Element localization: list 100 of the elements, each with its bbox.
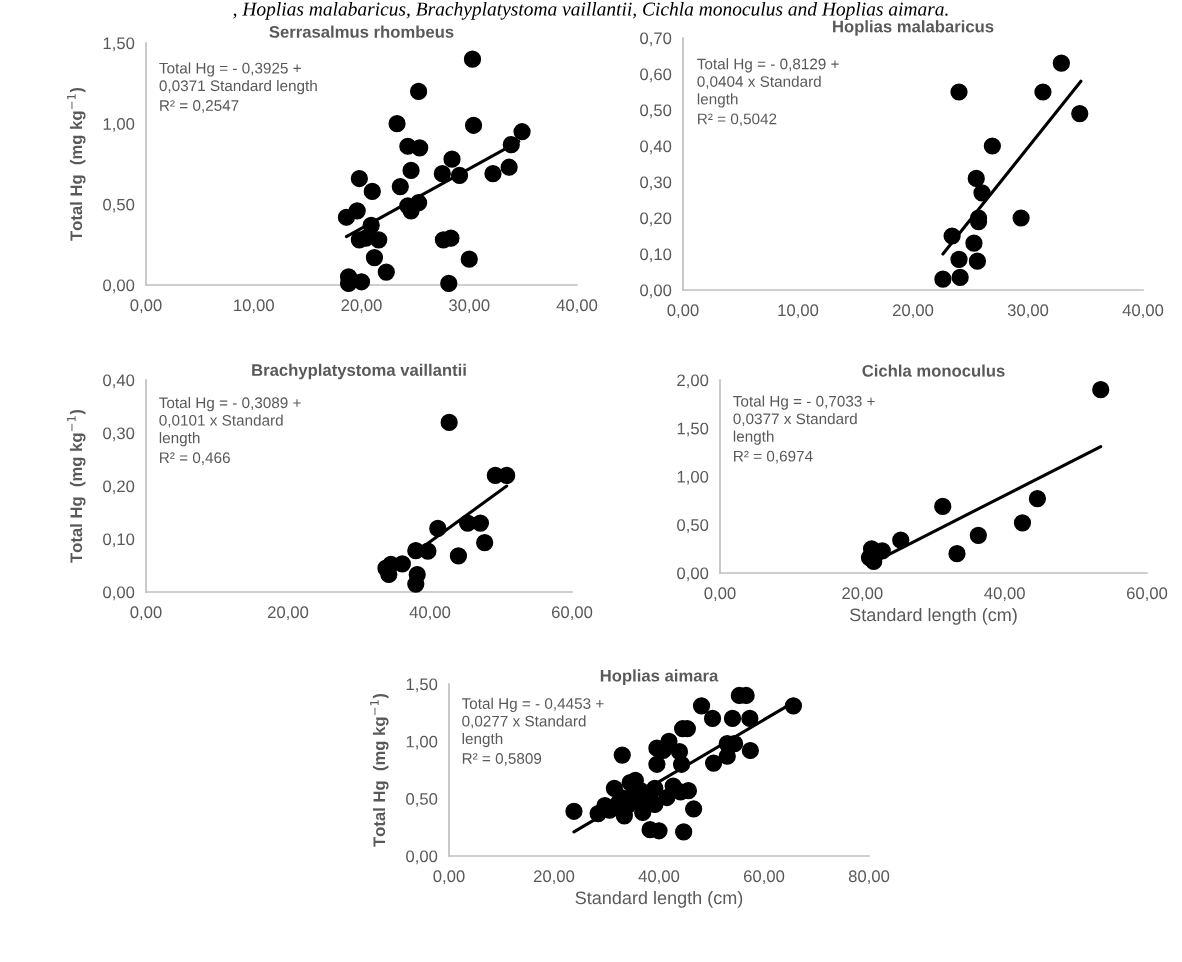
point — [968, 252, 987, 270]
point — [943, 227, 961, 245]
x-tick-label: 10,00 — [778, 304, 819, 319]
x-tick-label: 40,00 — [556, 299, 598, 314]
x-tick-label: 20,00 — [533, 870, 575, 885]
point — [463, 50, 482, 68]
point — [500, 158, 518, 176]
annotation: R² = 0,466 — [160, 452, 230, 465]
point — [703, 709, 722, 728]
y-tick-label: 1,50 — [103, 37, 135, 52]
point — [409, 82, 428, 101]
x-tick-label: 30,00 — [1007, 304, 1049, 319]
y-tick-label: 0,00 — [677, 567, 709, 582]
x-tick-label: 20,00 — [341, 299, 382, 314]
y-tick-label: 0,00 — [103, 279, 135, 294]
y-tick-label: 0,20 — [640, 212, 672, 227]
point — [484, 165, 502, 183]
point — [1028, 490, 1047, 508]
point — [685, 800, 703, 818]
point — [951, 268, 969, 287]
point — [660, 732, 678, 750]
point — [513, 123, 531, 141]
chart-title: Brachyplatystoma vaillantii — [252, 363, 466, 380]
x-tick-label: 30,00 — [449, 299, 490, 314]
x-tick-label: 60,00 — [551, 606, 593, 621]
point — [892, 531, 910, 549]
x-axis-title: Standard length (cm) — [850, 607, 1017, 625]
y-tick-label: 1,00 — [103, 118, 135, 132]
y-tick-label: 0,70 — [640, 32, 672, 47]
x-tick-label: 80,00 — [848, 870, 890, 885]
annotation: Total Hg = - 0,8129 + 0,0404 x Standard length — [697, 58, 839, 108]
annotation: R² = 0,6974 — [734, 450, 813, 464]
x-tick-label: 40,00 — [409, 606, 451, 621]
point — [450, 166, 469, 184]
point — [741, 709, 759, 728]
y-tick-label: 1,50 — [406, 678, 438, 693]
annotation: Total Hg = - 0,4453 + 0,0277 x Standard length — [461, 697, 604, 748]
point — [934, 497, 952, 516]
point — [402, 161, 420, 180]
point — [411, 139, 429, 157]
x-tick-label: 0,00 — [433, 870, 465, 885]
x-tick-label: 40,00 — [638, 870, 680, 885]
point — [704, 754, 723, 772]
y-tick-label: 0,20 — [103, 480, 135, 495]
point — [613, 746, 631, 764]
point — [1013, 514, 1032, 532]
x-tick-label: 40,00 — [984, 587, 1025, 602]
point — [948, 545, 966, 563]
point — [692, 697, 711, 715]
point — [476, 534, 494, 552]
point — [1012, 209, 1030, 227]
point — [950, 250, 968, 269]
y-tick-label: 0,40 — [640, 140, 672, 155]
y-tick-label: 1,00 — [406, 735, 438, 750]
y-tick-label: 0,50 — [677, 519, 709, 533]
point — [672, 755, 691, 773]
point — [1034, 83, 1052, 101]
point — [464, 116, 483, 134]
point — [784, 697, 803, 715]
annotation: R² = 0,2547 — [160, 100, 239, 113]
point — [741, 741, 759, 760]
y-tick-label: 0,30 — [103, 427, 135, 442]
text: , Hoplias malabaricus, Brachyplatystoma vaillantii, Cichla monoculus and Hoplias aimara. — [233, 2, 948, 20]
point — [442, 229, 460, 247]
x-tick-label: 10,00 — [234, 299, 274, 314]
point — [443, 150, 461, 168]
point — [429, 519, 447, 538]
y-tick-label: 1,00 — [677, 470, 709, 485]
x-tick-label: 60,00 — [1126, 587, 1168, 602]
point — [1052, 54, 1070, 72]
x-tick-label: 20,00 — [267, 606, 309, 621]
point — [983, 137, 1001, 155]
point — [969, 526, 987, 544]
chart-title: Hoplias malabaricus — [833, 20, 994, 36]
y-tick-label: 2,00 — [677, 374, 709, 389]
y-axis-title: Total Hg (mg kg$^{−1}$) — [370, 693, 389, 847]
point — [723, 709, 742, 728]
point — [433, 165, 451, 183]
point — [646, 779, 664, 797]
annotation: Total Hg = - 0,7033 + 0,0377 x Standard length — [733, 395, 875, 445]
point — [634, 803, 652, 822]
y-tick-label: 0,40 — [103, 374, 135, 389]
x-tick-label: 0,00 — [667, 304, 699, 319]
x-tick-label: 60,00 — [743, 870, 785, 885]
point — [973, 184, 991, 202]
y-tick-label: 0,10 — [640, 248, 672, 263]
point — [565, 802, 583, 820]
y-axis-title: Total Hg (mg kg$^{−1}$) — [67, 87, 86, 241]
y-tick-label: 0,30 — [640, 176, 672, 191]
y-tick-label: 0,50 — [103, 198, 135, 213]
x-tick-label: 0,00 — [130, 299, 162, 314]
point — [370, 231, 388, 249]
point — [377, 263, 395, 281]
point — [388, 115, 406, 133]
annotation: R² = 0,5809 — [462, 753, 542, 766]
y-tick-label: 0,50 — [640, 104, 672, 119]
y-tick-label: 1,50 — [677, 422, 709, 437]
x-axis-title: Standard length (cm) — [575, 890, 743, 908]
annotation: Total Hg = - 0,3925 + 0,0371 Standard length — [159, 62, 317, 95]
point — [460, 250, 478, 268]
